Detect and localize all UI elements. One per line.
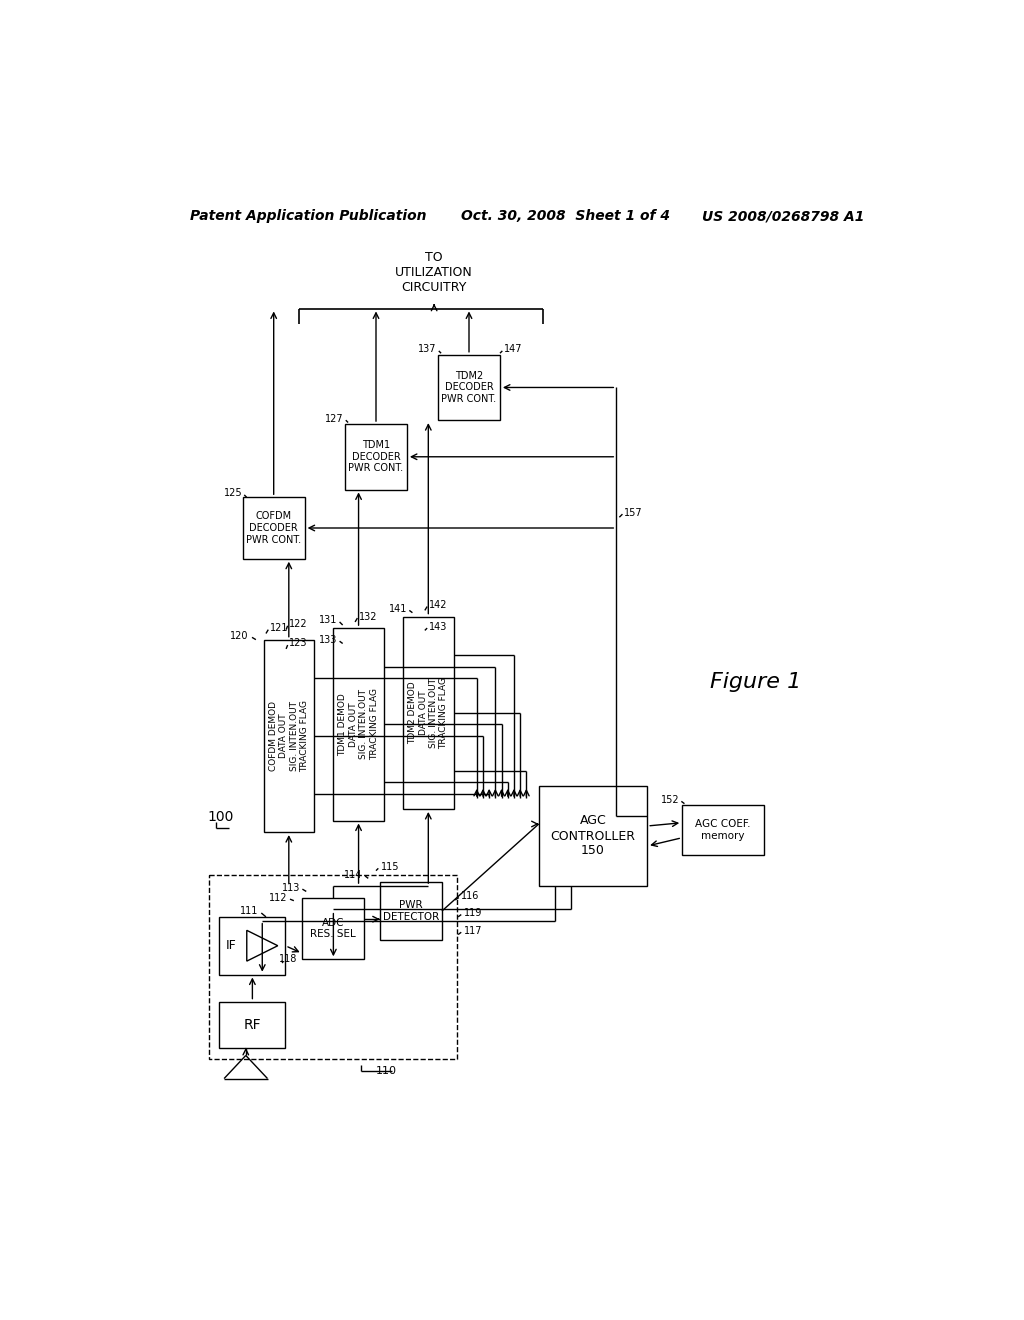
Text: US 2008/0268798 A1: US 2008/0268798 A1	[701, 209, 864, 223]
Text: COFDM DEMOD
DATA OUT
SIG. INTEN.OUT
TRACKING FLAG: COFDM DEMOD DATA OUT SIG. INTEN.OUT TRAC…	[268, 700, 309, 772]
Text: 147: 147	[504, 345, 522, 354]
Bar	[345, 424, 407, 490]
Text: TDM2
DECODER
PWR CONT.: TDM2 DECODER PWR CONT.	[441, 371, 497, 404]
Text: 121: 121	[270, 623, 289, 634]
Text: 120: 120	[229, 631, 248, 640]
Text: 142: 142	[429, 601, 447, 610]
Text: Patent Application Publication: Patent Application Publication	[190, 209, 427, 223]
Text: 157: 157	[624, 508, 643, 517]
Text: 119: 119	[464, 908, 482, 917]
Text: 113: 113	[282, 883, 300, 892]
Text: 122: 122	[289, 619, 308, 630]
Bar	[263, 640, 314, 832]
Bar	[403, 616, 454, 809]
Text: 117: 117	[464, 925, 482, 936]
Text: 116: 116	[461, 891, 479, 902]
Text: Figure 1: Figure 1	[710, 672, 802, 692]
Text: TDM2 DEMOD
DATA OUT
SIG. INTEN.OUT
TRACKING FLAG: TDM2 DEMOD DATA OUT SIG. INTEN.OUT TRACK…	[409, 677, 449, 748]
Text: 123: 123	[289, 639, 307, 648]
Text: ADC
RES. SEL: ADC RES. SEL	[310, 917, 356, 940]
Text: 132: 132	[359, 611, 378, 622]
Bar	[380, 882, 442, 940]
Bar	[682, 805, 764, 855]
Text: IF: IF	[225, 940, 237, 952]
Bar	[438, 355, 500, 420]
Text: PWR
DETECTOR: PWR DETECTOR	[383, 900, 439, 921]
Bar	[219, 917, 286, 974]
Text: TDM1
DECODER
PWR CONT.: TDM1 DECODER PWR CONT.	[348, 440, 403, 474]
Text: 143: 143	[429, 622, 447, 631]
Text: 152: 152	[662, 795, 680, 805]
Text: TO
UTILIZATION
CIRCUITRY: TO UTILIZATION CIRCUITRY	[395, 251, 473, 294]
Text: 125: 125	[224, 488, 243, 499]
Text: 115: 115	[381, 862, 400, 871]
Text: 133: 133	[318, 635, 337, 644]
Bar	[539, 785, 647, 886]
Text: 114: 114	[344, 870, 362, 879]
Bar	[243, 498, 305, 558]
Text: 118: 118	[280, 954, 298, 964]
Text: RF: RF	[244, 1018, 261, 1032]
Text: AGC COEF.
memory: AGC COEF. memory	[695, 820, 751, 841]
Text: 127: 127	[325, 413, 343, 424]
Text: 100: 100	[208, 809, 234, 824]
Text: AGC
CONTROLLER
150: AGC CONTROLLER 150	[551, 814, 636, 858]
Bar	[219, 1002, 286, 1048]
Text: 110: 110	[376, 1065, 397, 1076]
Text: COFDM
DECODER
PWR CONT.: COFDM DECODER PWR CONT.	[246, 511, 301, 545]
Text: 131: 131	[318, 615, 337, 626]
Text: Oct. 30, 2008  Sheet 1 of 4: Oct. 30, 2008 Sheet 1 of 4	[461, 209, 671, 223]
Bar	[209, 874, 458, 1059]
Text: 112: 112	[269, 892, 288, 903]
Text: 141: 141	[389, 603, 407, 614]
Text: TDM1 DEMOD
DATA OUT
SIG. INTEN.OUT
TRACKING FLAG: TDM1 DEMOD DATA OUT SIG. INTEN.OUT TRACK…	[339, 688, 379, 760]
Text: 137: 137	[418, 345, 436, 354]
Bar	[302, 898, 365, 960]
Text: 111: 111	[240, 907, 258, 916]
Bar	[334, 628, 384, 821]
